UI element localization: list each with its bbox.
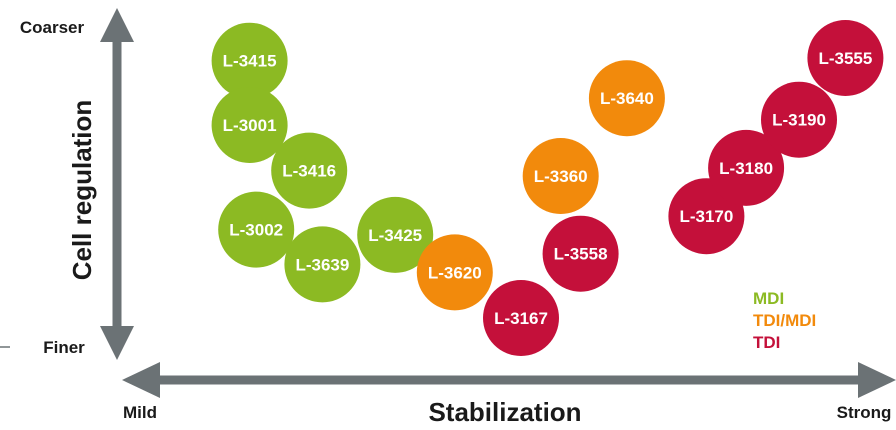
y-axis-arrow-bottom	[100, 326, 134, 360]
x-axis-title: Stabilization	[428, 397, 581, 427]
bubble-l-3180: L-3180	[708, 129, 785, 206]
bubble-label: L-3190	[772, 111, 826, 130]
bubble-circle	[761, 81, 837, 158]
bubble-label: L-3425	[368, 226, 422, 245]
bubble-l-3167: L-3167	[483, 280, 559, 356]
bubble-label: L-3640	[600, 89, 654, 108]
bubble-l-3425: L-3425	[357, 196, 434, 273]
bubble-circle	[708, 129, 785, 206]
bubble-circle	[271, 132, 348, 209]
bubble-label: L-3180	[719, 159, 773, 178]
bubble-l-3639: L-3639	[284, 226, 361, 303]
bubble-label: L-3001	[223, 116, 277, 135]
bubble-l-3360: L-3360	[522, 138, 599, 214]
bubble-label: L-3555	[818, 49, 872, 68]
y-axis-title: Cell regulation	[67, 100, 97, 281]
x-high-label: Strong	[837, 403, 892, 422]
y-axis-arrow-top	[100, 8, 134, 42]
bubble-label: L-3170	[679, 207, 733, 226]
bubble-circle	[357, 196, 434, 273]
bubbles-layer: L-3415 L-3001 L-3416 L-3002 L-3639 L-3425 L-36…	[211, 20, 884, 356]
bubble-label: L-3167	[494, 309, 548, 328]
bubble-l-3620: L-3620	[416, 234, 493, 311]
bubble-label: L-3002	[229, 221, 283, 240]
y-high-label: Coarser	[20, 18, 85, 37]
bubble-l-3415: L-3415	[211, 22, 288, 99]
bubble-label: L-3620	[428, 263, 482, 282]
bubble-l-3002: L-3002	[218, 191, 295, 268]
bubble-circle	[522, 138, 599, 214]
bubble-circle	[807, 20, 884, 96]
bubble-label: L-3415	[223, 52, 277, 71]
bubble-circle	[211, 22, 288, 99]
x-low-label: Mild	[123, 403, 157, 422]
bubble-l-3558: L-3558	[542, 215, 619, 292]
bubble-label: L-3360	[534, 167, 588, 186]
bubble-label: L-3558	[554, 245, 608, 264]
bubble-circle	[211, 87, 288, 163]
bubble-circle	[284, 226, 361, 303]
legend: MDI TDI/MDI TDI	[753, 289, 816, 352]
bubble-label: L-3416	[282, 162, 336, 181]
bubble-l-3190: L-3190	[761, 81, 837, 158]
bubble-label: L-3639	[295, 255, 349, 274]
bubble-circle	[218, 191, 295, 268]
bubble-circle	[416, 234, 493, 311]
bubble-circle	[542, 215, 619, 292]
x-axis-arrow-right	[858, 362, 896, 398]
bubble-l-3555: L-3555	[807, 20, 884, 96]
y-low-label: Finer	[43, 338, 85, 357]
bubble-circle	[483, 280, 559, 356]
bubble-l-3001: L-3001	[211, 87, 288, 163]
legend-item-tdi-mdi: TDI/MDI	[753, 311, 816, 330]
bubble-circle	[588, 60, 665, 137]
legend-item-tdi: TDI	[753, 333, 780, 352]
bubble-l-3640: L-3640	[588, 60, 665, 137]
legend-item-mdi: MDI	[753, 289, 784, 308]
bubble-l-3416: L-3416	[271, 132, 348, 209]
x-axis-arrow-left	[122, 362, 160, 398]
